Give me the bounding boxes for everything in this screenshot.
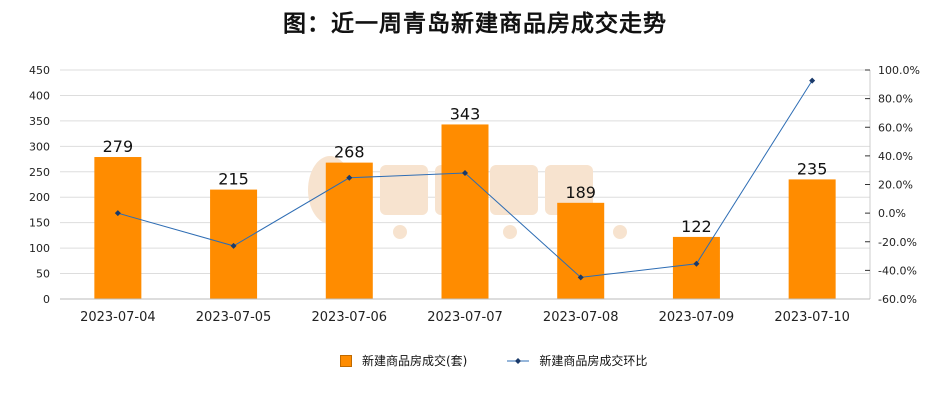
bar — [94, 157, 142, 299]
y-left-tick: 300 — [29, 140, 50, 153]
y-left-tick: 250 — [29, 166, 50, 179]
bar-swatch-icon — [340, 354, 352, 367]
y-right-tick: 20.0% — [878, 179, 913, 192]
y-left-tick: 50 — [36, 268, 50, 281]
bar — [441, 124, 489, 299]
x-tick: 2023-07-07 — [427, 310, 503, 325]
y-left-tick: 450 — [29, 64, 50, 77]
legend-label: 新建商品房成交环比 — [539, 354, 648, 368]
y-right-tick: -40.0% — [878, 264, 917, 277]
x-tick: 2023-07-08 — [543, 310, 619, 325]
y-left-tick: 350 — [29, 115, 50, 128]
y-left-tick: 100 — [29, 242, 50, 255]
data-label: 122 — [681, 217, 712, 236]
bar — [788, 179, 836, 299]
data-label: 279 — [103, 137, 134, 156]
x-tick: 2023-07-06 — [312, 310, 388, 325]
y-right-tick: 40.0% — [878, 150, 913, 163]
legend-item-bar[interactable]: 新建商品房成交(套) — [340, 352, 467, 369]
line-point — [462, 170, 468, 177]
y-right-tick: -20.0% — [878, 236, 917, 249]
line-point — [230, 242, 237, 249]
data-label: 235 — [797, 159, 828, 178]
y-right-tick: 80.0% — [878, 93, 913, 106]
bar — [325, 162, 373, 299]
y-right-tick: -60.0% — [878, 293, 917, 306]
line-point — [577, 274, 584, 281]
line-marker-icon — [507, 357, 530, 364]
y-left-tick: 200 — [29, 191, 50, 204]
bar — [557, 202, 605, 299]
line-point — [114, 210, 121, 217]
x-tick: 2023-07-04 — [80, 310, 156, 325]
chart-title: 图：近一周青岛新建商品房成交走势 — [283, 11, 667, 37]
data-label: 268 — [334, 143, 365, 162]
y-left-tick: 0 — [43, 293, 50, 306]
y-right-tick: 100.0% — [878, 64, 920, 77]
legend-label: 新建商品房成交(套) — [362, 354, 468, 368]
bar — [672, 236, 720, 299]
line-point — [346, 174, 353, 181]
data-label: 189 — [565, 183, 596, 202]
y-left-tick: 400 — [29, 89, 50, 102]
x-tick: 2023-07-09 — [659, 310, 735, 325]
line-point — [693, 260, 700, 267]
y-right-tick: 0.0% — [878, 207, 906, 220]
legend-item-line[interactable]: 新建商品房成交环比 — [507, 352, 647, 369]
data-label: 215 — [218, 170, 249, 189]
line-point — [809, 77, 816, 84]
y-left-tick: 150 — [29, 217, 50, 230]
x-tick: 2023-07-05 — [196, 310, 272, 325]
y-right-tick: 60.0% — [878, 121, 913, 134]
data-label: 343 — [450, 104, 481, 123]
x-tick: 2023-07-10 — [774, 310, 850, 325]
legend: 新建商品房成交(套) 新建商品房成交环比 — [340, 352, 647, 369]
